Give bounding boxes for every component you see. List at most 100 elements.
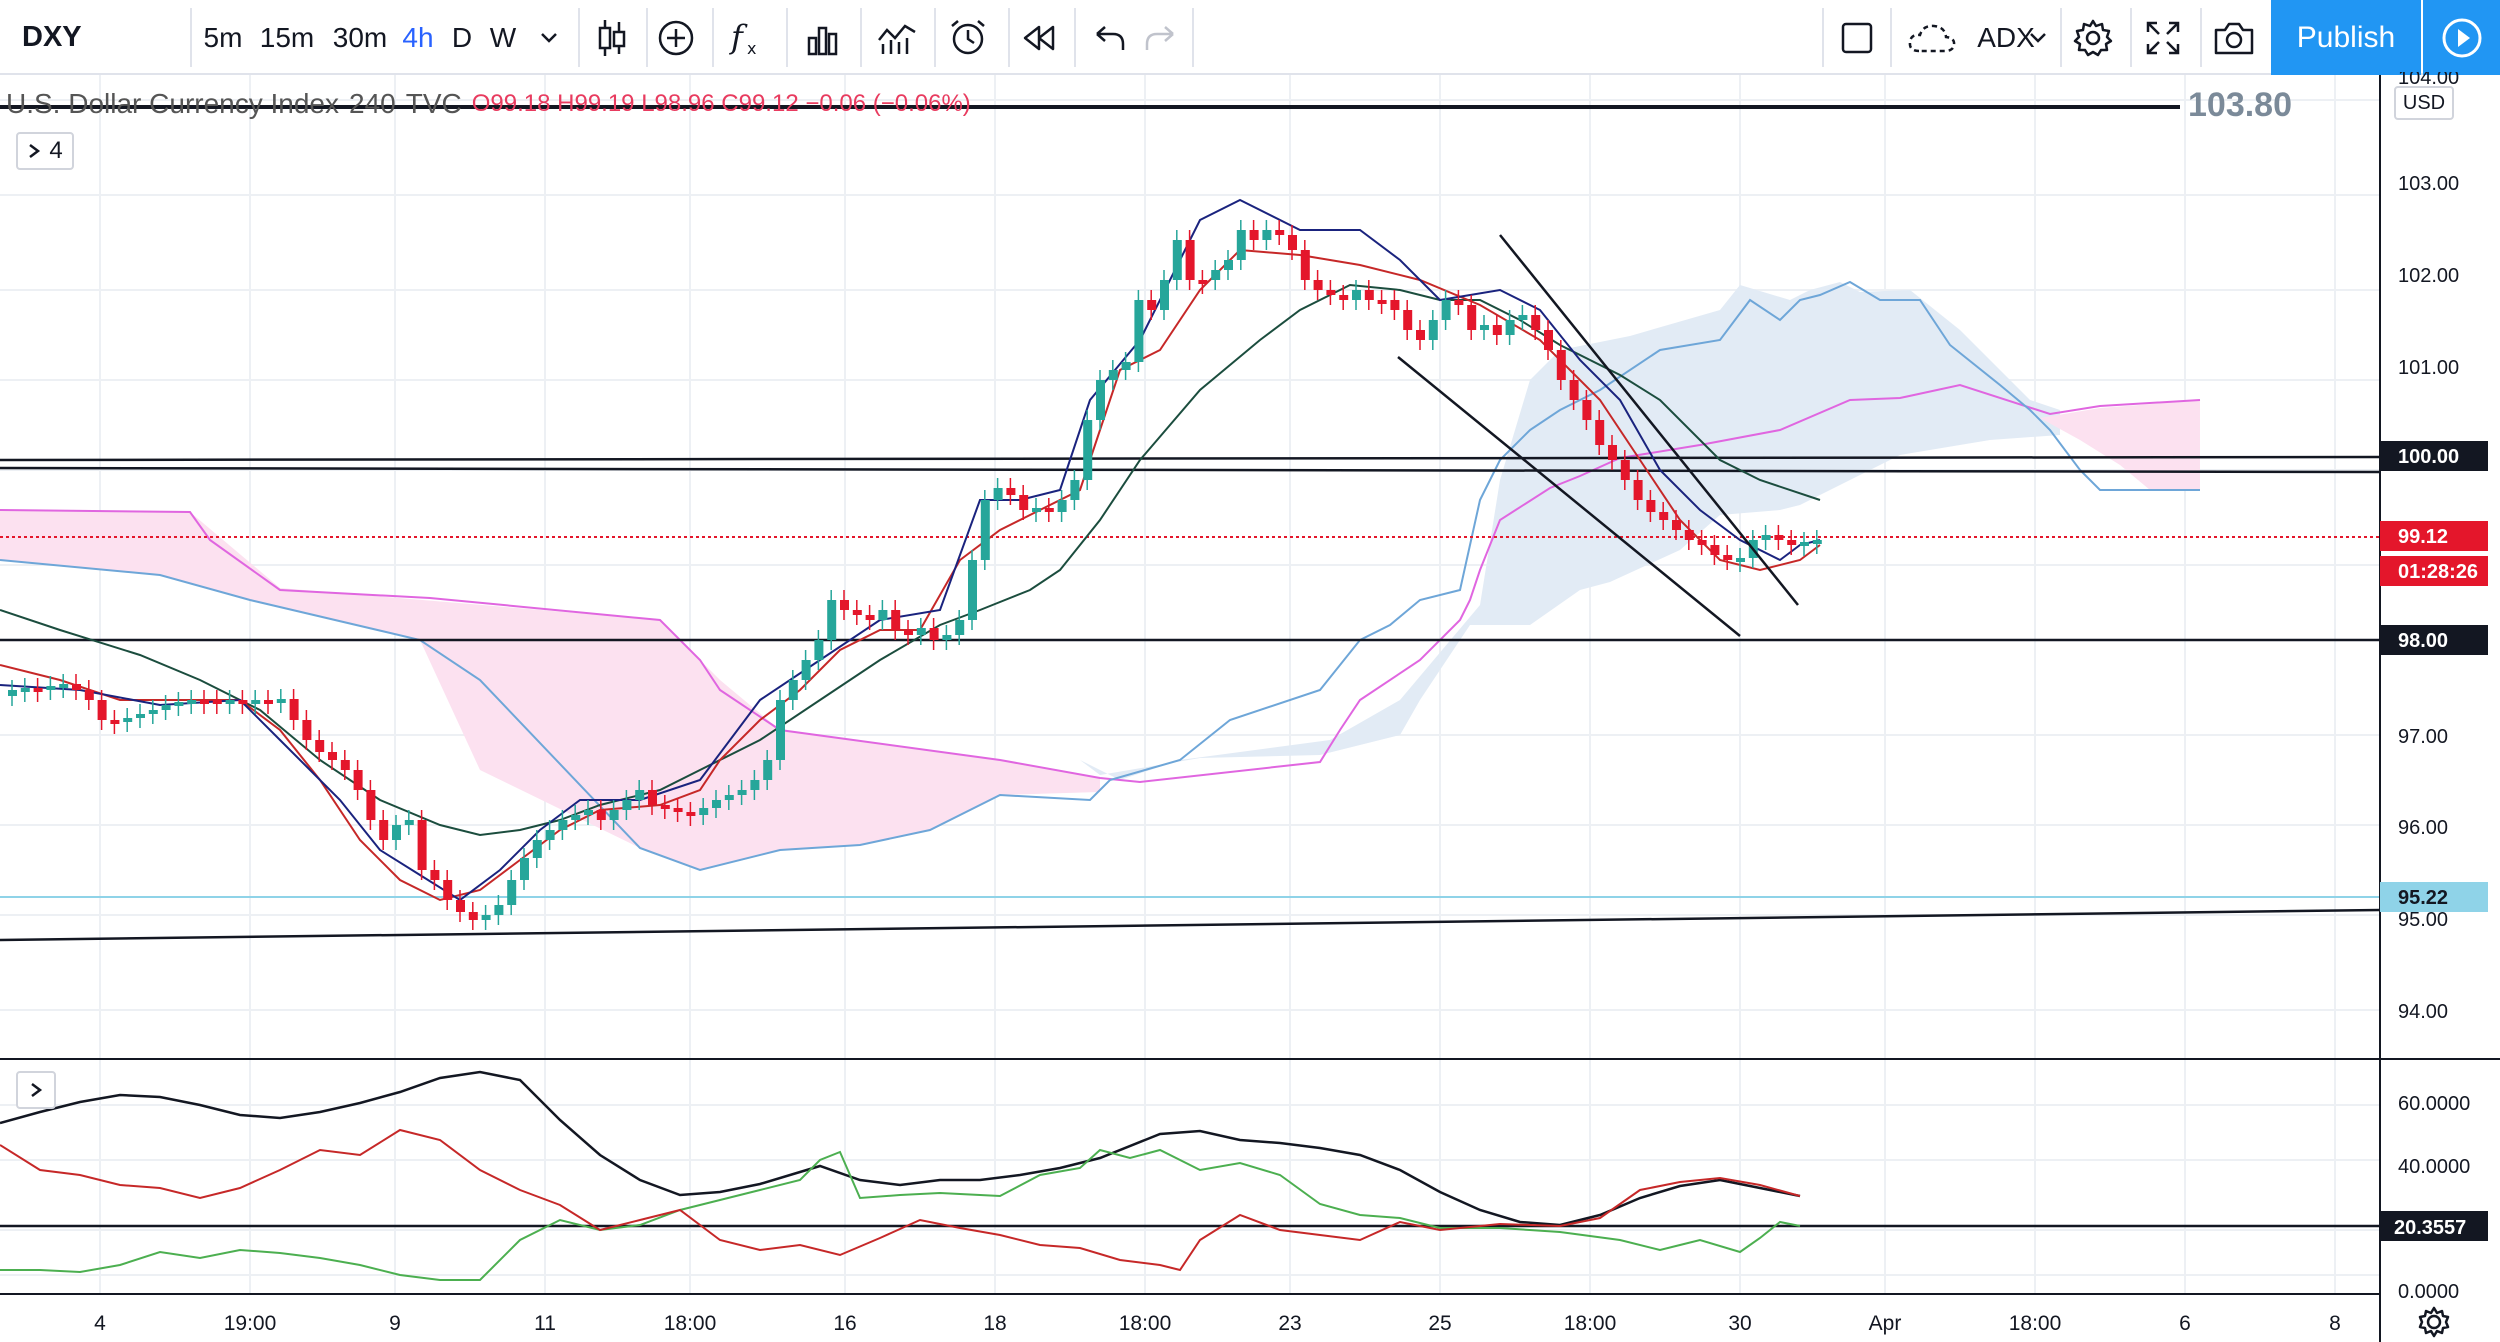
alert-clock-icon[interactable] xyxy=(940,0,996,75)
adx-axis[interactable]: 60.0000 40.0000 0.0000 20.3557 xyxy=(2380,1093,2488,1303)
candle-body xyxy=(1275,230,1285,235)
candle-body xyxy=(1556,350,1566,380)
time-tick-label: 18:00 xyxy=(664,1312,717,1335)
trend-line-lower[interactable] xyxy=(0,908,2381,942)
candle-body xyxy=(1288,235,1297,250)
interval-dropdown-chevron-icon[interactable] xyxy=(530,0,568,75)
adx-pane-expand-chevron-icon[interactable] xyxy=(16,1071,56,1109)
ichimoku-cloud xyxy=(0,280,2201,872)
candle-body xyxy=(1544,330,1553,350)
price-tick-label: 102.00 xyxy=(2398,265,2459,287)
price-axis[interactable]: 103.00 102.00 101.00 97.00 96.00 95.00 94.00 xyxy=(2398,173,2459,1023)
candle-body xyxy=(878,610,888,620)
svg-text:x: x xyxy=(747,39,756,58)
time-tick-label: 11 xyxy=(534,1312,556,1335)
resistance-line-100-a[interactable] xyxy=(0,455,2381,462)
wedge-trendlines[interactable] xyxy=(1397,234,1799,637)
legend-ohlc: O99.18 H99.19 L98.96 C99.12 −0.06 (−0.06… xyxy=(472,90,971,118)
interval-30m[interactable]: 30m xyxy=(332,21,388,53)
candle-body xyxy=(238,700,248,704)
currency-label: USD xyxy=(2394,86,2454,120)
toolbar-divider xyxy=(646,8,648,67)
indicators-collapse-button[interactable]: 4 xyxy=(16,132,74,170)
candle-body xyxy=(1057,500,1067,512)
candle-body xyxy=(840,600,849,610)
candle-body xyxy=(1518,315,1528,320)
price-axis-top-label: 104.00 xyxy=(2398,72,2460,84)
candle-body xyxy=(46,686,56,690)
time-axis-settings-gear-icon[interactable] xyxy=(2418,1306,2450,1338)
candle-body xyxy=(1684,530,1694,540)
interval-15m[interactable]: 15m xyxy=(259,21,315,53)
symbol-search[interactable]: DXY xyxy=(22,21,82,53)
layout-square-icon[interactable] xyxy=(1832,0,1882,75)
candle-body xyxy=(1723,555,1733,560)
redo-icon[interactable] xyxy=(1136,0,1186,75)
interval-4h[interactable]: 4h xyxy=(402,21,434,53)
candle-body xyxy=(1492,325,1502,335)
adx-tick-label: 60.0000 xyxy=(2398,1093,2470,1115)
indicators-count: 4 xyxy=(49,137,63,164)
interval-5m[interactable]: 5m xyxy=(203,21,243,53)
candle-body xyxy=(622,800,632,810)
candle-body xyxy=(545,830,555,840)
wedge-upper-line[interactable] xyxy=(1499,234,1799,606)
fullscreen-icon[interactable] xyxy=(2136,0,2190,75)
candle-body xyxy=(1096,380,1105,420)
cloud-save-icon[interactable] xyxy=(1902,0,1962,75)
candle-body xyxy=(289,699,299,720)
indicator-name[interactable]: ADX xyxy=(1977,21,2035,53)
candle-body xyxy=(763,760,773,780)
settings-gear-icon[interactable] xyxy=(2066,0,2120,75)
drawn-line-value-label[interactable]: 103.80 xyxy=(2188,86,2292,124)
compare-add-icon[interactable] xyxy=(652,0,700,75)
candle-body xyxy=(328,752,337,760)
time-axis[interactable]: 4 19:00 9 11 18:00 16 18 18:00 23 25 18:00 30 Apr 18:… xyxy=(94,1312,2341,1335)
publish-button[interactable]: Publish xyxy=(2271,0,2421,75)
candle-body xyxy=(1595,420,1605,445)
candle-body xyxy=(865,615,875,620)
candle-body xyxy=(929,628,939,640)
candle-body xyxy=(1620,460,1630,480)
chart-canvas[interactable]: 103.00 102.00 101.00 97.00 96.00 95.00 94.00 1… xyxy=(0,75,2500,1342)
candle-body xyxy=(1454,300,1464,305)
candle-body xyxy=(686,812,696,816)
candle-body xyxy=(827,600,837,640)
candle-body xyxy=(1083,420,1093,480)
candle-body xyxy=(1249,230,1259,240)
interval-d[interactable]: D xyxy=(451,21,473,53)
wedge-lower-line[interactable] xyxy=(1397,356,1741,637)
candle-body xyxy=(315,740,325,752)
candle-body xyxy=(148,710,158,714)
candle-body xyxy=(1697,540,1707,545)
play-arrow-icon[interactable] xyxy=(2423,0,2500,75)
study-dropdown-chevron-icon[interactable] xyxy=(2018,0,2058,75)
drawn-horizontal-lines[interactable] xyxy=(0,105,2381,942)
replay-rewind-icon[interactable] xyxy=(1014,0,1064,75)
candle-body xyxy=(110,720,120,724)
price-tag: 01:28:26 xyxy=(2380,556,2488,586)
legend-title[interactable]: U.S. Dollar Currency Index xyxy=(6,88,340,119)
time-tick-label: 6 xyxy=(2179,1312,2191,1335)
candle-body xyxy=(468,912,478,920)
snapshot-camera-icon[interactable] xyxy=(2206,0,2262,75)
candle-body xyxy=(1531,315,1541,330)
candle-body xyxy=(1339,295,1349,300)
price-axis-tags: 100.00 99.12 01:28:26 98.00 95.22 xyxy=(2380,441,2488,912)
candle-body xyxy=(200,700,209,704)
chart-legend[interactable]: U.S. Dollar Currency Index 240 TVC O99.1… xyxy=(6,88,971,120)
candle-body xyxy=(737,790,747,795)
resistance-line-100-b[interactable] xyxy=(0,466,2381,474)
candle-body xyxy=(1019,495,1029,510)
templates-chart-icon[interactable] xyxy=(866,0,928,75)
time-tick-label: 30 xyxy=(1728,1312,1751,1335)
undo-icon[interactable] xyxy=(1084,0,1134,75)
interval-w[interactable]: W xyxy=(489,21,517,53)
financials-bars-icon[interactable] xyxy=(792,0,854,75)
candle-body xyxy=(251,700,261,704)
time-tick-label: 25 xyxy=(1428,1312,1451,1335)
candle-body xyxy=(1352,290,1361,300)
candles-chart-type-icon[interactable] xyxy=(584,0,640,75)
candle-body xyxy=(1044,508,1054,512)
